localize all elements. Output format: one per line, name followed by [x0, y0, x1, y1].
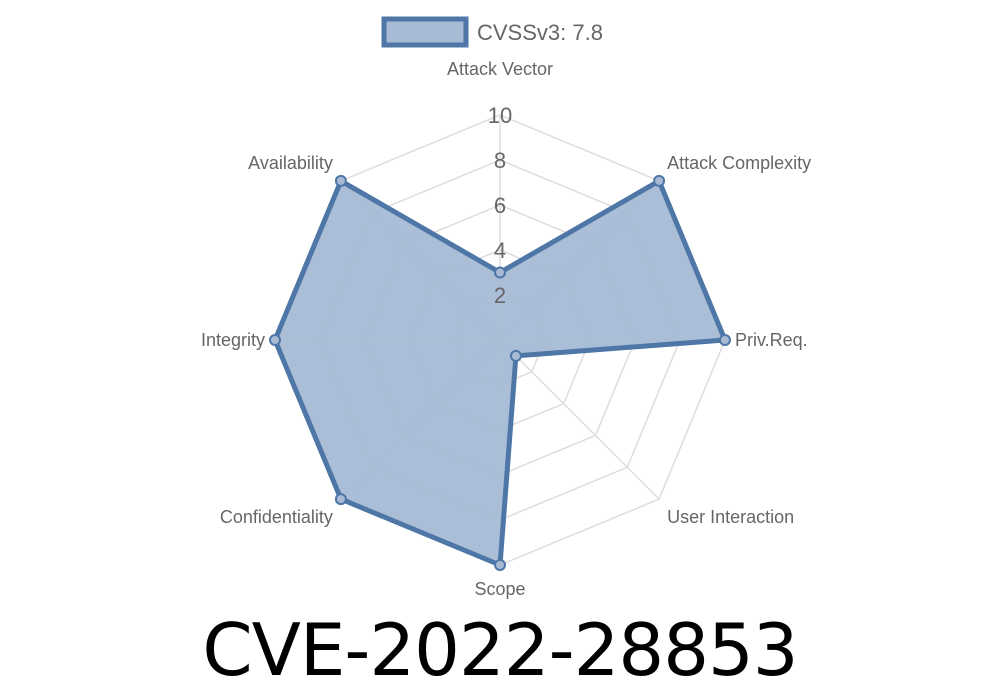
axis-label: Confidentiality: [220, 507, 333, 527]
axis-label: Integrity: [201, 330, 265, 350]
tick-label: 2: [494, 283, 506, 308]
data-point: [494, 266, 506, 279]
data-point: [719, 334, 731, 346]
tick-label: 6: [494, 193, 506, 218]
grid-spoke: [499, 339, 660, 500]
axis-label: Attack Vector: [447, 59, 553, 79]
tick-label: 8: [494, 148, 506, 173]
axis-label: Availability: [248, 153, 333, 173]
axis-label: Attack Complexity: [667, 153, 811, 173]
tick-label: 4: [494, 238, 506, 263]
data-point: [334, 174, 347, 187]
data-point: [334, 493, 347, 506]
data-point: [509, 349, 522, 362]
axis-label: User Interaction: [667, 507, 794, 527]
legend-swatch: [381, 16, 469, 48]
legend-label: CVSSv3: 7.8: [477, 20, 603, 45]
data-point: [653, 174, 666, 187]
data-point: [494, 559, 506, 571]
cve-title: CVE-2022-28853: [202, 608, 798, 692]
axis-label: Scope: [474, 579, 525, 599]
tick-label: 10: [488, 103, 512, 128]
data-point: [269, 334, 281, 346]
axis-label: Priv.Req.: [735, 330, 808, 350]
